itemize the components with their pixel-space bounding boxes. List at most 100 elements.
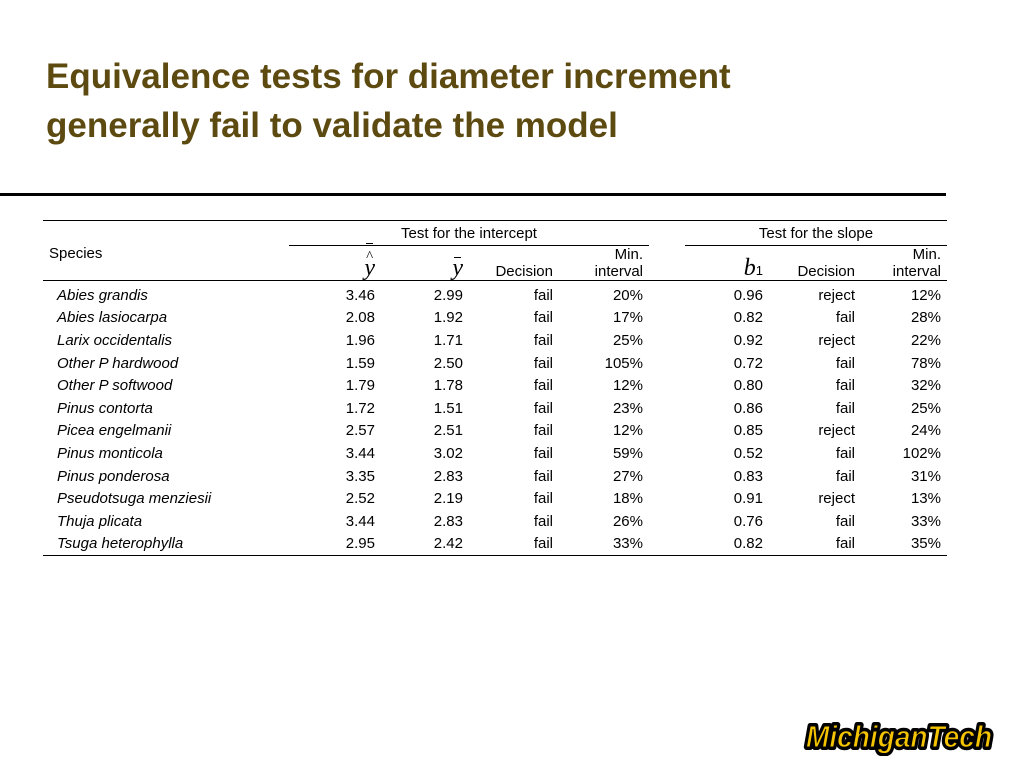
- cell-min_i: 25%: [612, 331, 643, 349]
- slope-group-header: Test for the slope: [685, 220, 947, 246]
- cell-species: Pinus monticola: [57, 444, 163, 462]
- equivalence-table: Species Test for the intercept Test for …: [43, 220, 947, 557]
- slope-min-interval-header: Min. interval: [892, 246, 941, 280]
- cell-b1: 0.82: [733, 309, 763, 327]
- cell-min_s: 22%: [910, 331, 941, 349]
- species-header: Species: [43, 220, 289, 281]
- cell-species: Larix occidentalis: [57, 331, 173, 349]
- cell-yhat: 1.79: [345, 377, 375, 395]
- cell-dec_s: fail: [769, 532, 861, 557]
- cell-min_i: 33%: [559, 532, 649, 557]
- cell-min_s: 24%: [910, 422, 941, 440]
- cell-yhat: 2.57: [345, 422, 375, 440]
- cell-ybar: 2.83: [433, 467, 463, 485]
- cell-dec_i: fail: [533, 422, 553, 440]
- cell-ybar: 2.19: [433, 490, 463, 508]
- cell-min_s: 25%: [910, 399, 941, 417]
- cell-dec_i: fail: [533, 377, 553, 395]
- cell-species: Picea engelmanii: [57, 422, 172, 440]
- cell-species: Abies lasiocarpa: [57, 309, 168, 327]
- table-row: Thuja plicata 3.44 2.83 fail 26% 0.76 fail 33%: [43, 510, 947, 533]
- cell-min_i: 105%: [604, 354, 643, 372]
- cell-species: Other P hardwood: [57, 354, 179, 372]
- cell-min_i: 27%: [612, 467, 643, 485]
- slope-decision-header: Decision: [797, 263, 855, 280]
- cell-min_i: 18%: [612, 490, 643, 508]
- intercept-min-interval-header: Min. interval: [594, 246, 643, 280]
- cell-yhat: 3.35: [345, 467, 375, 485]
- slide-title: Equivalence tests for diameter increment…: [46, 52, 946, 150]
- table-row: Pseudotsuga menziesii 2.52 2.19 fail 18% 0.91…: [43, 487, 947, 510]
- table-row: Other P hardwood 1.59 2.50 fail 105% 0.72 fail…: [43, 352, 947, 375]
- cell-b1: 0.92: [733, 331, 763, 349]
- yhat-bar-header: y ^: [289, 243, 381, 281]
- cell-species: Pinus ponderosa: [57, 467, 170, 485]
- cell-dec_s: fail: [835, 467, 855, 485]
- table-row: Pinus monticola 3.44 3.02 fail 59% 0.52 fail 10…: [43, 442, 947, 465]
- title-divider: [0, 193, 946, 196]
- cell-min_i: 23%: [612, 399, 643, 417]
- cell-dec_s: reject: [818, 331, 855, 349]
- cell-yhat: 2.52: [345, 490, 375, 508]
- ybar-header: y: [452, 255, 463, 281]
- cell-ybar: 2.50: [433, 354, 463, 372]
- cell-ybar: 1.51: [433, 399, 463, 417]
- cell-b1: 0.52: [733, 444, 763, 462]
- intercept-decision-header: Decision: [495, 263, 553, 280]
- cell-dec_i: fail: [533, 444, 553, 462]
- table-row: Pinus ponderosa 3.35 2.83 fail 27% 0.83 fail 31…: [43, 465, 947, 488]
- cell-dec_s: fail: [835, 354, 855, 372]
- cell-b1: 0.80: [733, 377, 763, 395]
- cell-min_s: 31%: [910, 467, 941, 485]
- cell-min_i: 12%: [612, 422, 643, 440]
- cell-species: Pinus contorta: [57, 399, 153, 417]
- cell-dec_i: fail: [533, 399, 553, 417]
- cell-b1: 0.96: [733, 286, 763, 304]
- cell-min_i: 20%: [612, 286, 643, 304]
- cell-dec_s: fail: [835, 309, 855, 327]
- cell-ybar: 2.51: [433, 422, 463, 440]
- cell-b1: 0.91: [733, 490, 763, 508]
- cell-ybar: 2.83: [433, 512, 463, 530]
- table-row: Larix occidentalis 1.96 1.71 fail 25% 0.92 rej…: [43, 329, 947, 352]
- cell-b1: 0.83: [733, 467, 763, 485]
- cell-min_s: 13%: [910, 490, 941, 508]
- cell-dec_s: reject: [818, 286, 855, 304]
- title-line-2: generally fail to validate the model: [46, 106, 618, 145]
- table-row: Abies grandis 3.46 2.99 fail 20% 0.96 reject 12…: [43, 281, 947, 307]
- cell-yhat: 1.59: [345, 354, 375, 372]
- cell-min_i: 17%: [612, 309, 643, 327]
- title-line-1: Equivalence tests for diameter increment: [46, 57, 731, 96]
- cell-dec_i: fail: [533, 490, 553, 508]
- table-row: Tsuga heterophylla 2.95 2.42 fail 33% 0.82 fai…: [43, 532, 947, 557]
- cell-dec_i: fail: [533, 331, 553, 349]
- cell-min_s: 28%: [910, 309, 941, 327]
- cell-yhat: 3.46: [345, 286, 375, 304]
- cell-min_s: 102%: [902, 444, 941, 462]
- cell-dec_i: fail: [469, 532, 559, 557]
- cell-min_s: 33%: [910, 512, 941, 530]
- cell-dec_s: fail: [835, 399, 855, 417]
- table-row: Other P softwood 1.79 1.78 fail 12% 0.80 fail 3…: [43, 374, 947, 397]
- table-row: Pinus contorta 1.72 1.51 fail 23% 0.86 fail 25%: [43, 397, 947, 420]
- logo-fill: MichiganTech: [806, 719, 992, 754]
- cell-dec_i: fail: [533, 354, 553, 372]
- cell-yhat: 2.08: [345, 309, 375, 327]
- cell-min_i: 26%: [612, 512, 643, 530]
- michigan-tech-logo: MichiganTech MichiganTech: [803, 716, 995, 756]
- cell-ybar: 1.78: [433, 377, 463, 395]
- cell-dec_s: fail: [835, 377, 855, 395]
- cell-species: Thuja plicata: [57, 512, 143, 530]
- table-row: Abies lasiocarpa 2.08 1.92 fail 17% 0.82 fail 2…: [43, 307, 947, 330]
- logo-outline: MichiganTech: [806, 719, 992, 754]
- intercept-group-header: Test for the intercept: [289, 220, 649, 246]
- cell-species: Pseudotsuga menziesii: [57, 490, 212, 508]
- table-row: Picea engelmanii 2.57 2.51 fail 12% 0.85 rejec…: [43, 420, 947, 443]
- b1-header: b1: [743, 255, 763, 281]
- cell-min_s: 12%: [910, 286, 941, 304]
- cell-b1: 0.72: [733, 354, 763, 372]
- cell-yhat: 1.96: [345, 331, 375, 349]
- cell-dec_s: reject: [818, 490, 855, 508]
- cell-species: Tsuga heterophylla: [43, 532, 289, 557]
- cell-yhat: 3.44: [345, 444, 375, 462]
